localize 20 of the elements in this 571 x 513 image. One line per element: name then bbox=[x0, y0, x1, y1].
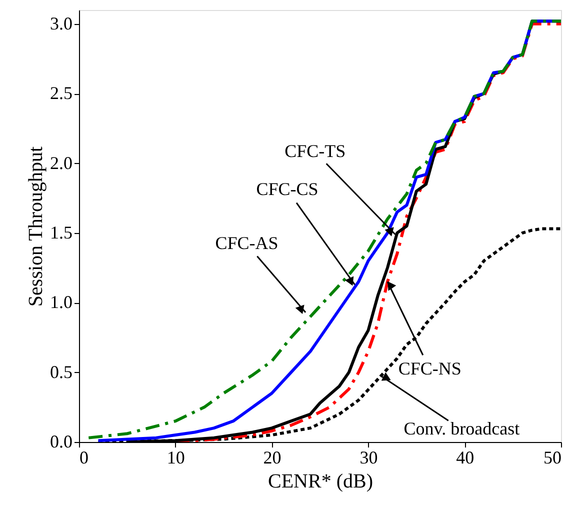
annotation: CFC-AS bbox=[215, 233, 278, 254]
x-axis-title: CENR* (dB) bbox=[268, 470, 373, 492]
y-axis-title: Session Throughput bbox=[25, 146, 47, 307]
y-tick-label: 0.0 bbox=[50, 432, 72, 452]
x-tick-label: 50 bbox=[544, 448, 562, 468]
x-tick-label: 10 bbox=[166, 448, 185, 468]
y-tick-label: 3.0 bbox=[50, 13, 72, 34]
x-tick-label: 40 bbox=[456, 448, 474, 468]
y-tick-label: 1.0 bbox=[50, 292, 72, 312]
annotation: CFC-TS bbox=[284, 141, 346, 162]
annotation: Conv. broadcast bbox=[404, 418, 520, 438]
x-tick-label: 30 bbox=[360, 448, 378, 468]
annotation: CFC-CS bbox=[256, 178, 318, 199]
x-tick-label: 0 bbox=[80, 448, 88, 468]
x-tick-label: 20 bbox=[263, 448, 282, 468]
y-tick-label: 0.5 bbox=[50, 362, 72, 382]
y-tick-label: 2.5 bbox=[50, 83, 72, 104]
annotation: CFC-NS bbox=[398, 358, 462, 379]
y-tick-label: 1.5 bbox=[50, 222, 72, 242]
y-tick-label: 2.0 bbox=[50, 152, 72, 173]
